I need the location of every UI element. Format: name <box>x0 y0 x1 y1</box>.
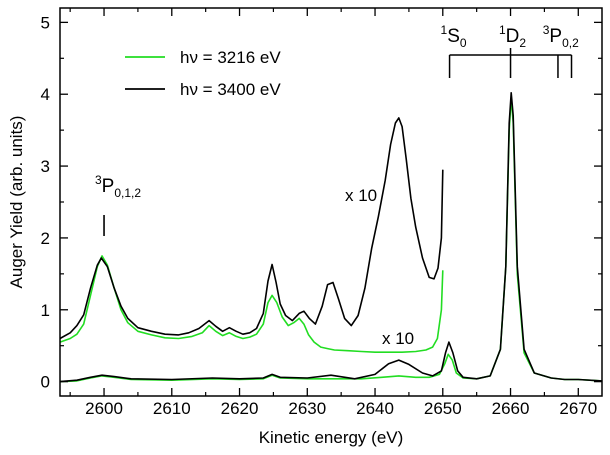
legend-label-black: hν = 3400 eV <box>180 80 281 99</box>
x-tick-label: 2660 <box>492 399 530 418</box>
x-axis-label: Kinetic energy (eV) <box>259 428 404 447</box>
x-tick-label: 2620 <box>221 399 259 418</box>
peak-label-3P012: 3P0,1,2 <box>95 173 141 236</box>
x-tick-label: 2670 <box>559 399 597 418</box>
x10-label-green: x 10 <box>382 329 414 348</box>
y-axis-ticks: 0 1 2 3 4 5 <box>41 13 602 392</box>
y-tick-label: 2 <box>41 229 50 248</box>
series-0-x1-line <box>59 97 603 383</box>
plot-frame <box>59 7 603 397</box>
y-tick-label: 5 <box>41 13 50 32</box>
x-tick-label: 2640 <box>356 399 394 418</box>
x-tick-label: 2600 <box>85 399 123 418</box>
legend-label-green: hν = 3216 eV <box>180 48 281 67</box>
plot-content <box>59 92 603 383</box>
series-1-x1-line <box>59 92 603 383</box>
comb-label-3P02: 3P0,2 <box>543 23 579 50</box>
legend: hν = 3216 eV hν = 3400 eV <box>125 48 281 99</box>
x10-label-black: x 10 <box>345 186 377 205</box>
series-1-x10-line <box>59 117 444 340</box>
x-axis-ticks: 2600 2610 2620 2630 2640 2650 2660 2670 <box>69 8 597 418</box>
svg-text:1D2: 1D2 <box>499 23 526 50</box>
y-tick-label: 0 <box>41 373 50 392</box>
peak-label-text: 3P0,1,2 <box>95 173 141 200</box>
y-tick-label: 4 <box>41 85 50 104</box>
y-axis-label: Auger Yield (arb. units) <box>7 116 26 289</box>
comb-label-1S0: 1S0 <box>441 23 467 50</box>
x-tick-label: 2630 <box>288 399 326 418</box>
x-tick-label: 2610 <box>153 399 191 418</box>
svg-text:3P0,2: 3P0,2 <box>543 23 579 50</box>
y-tick-label: 3 <box>41 157 50 176</box>
svg-text:3P0,1,2: 3P0,1,2 <box>95 173 141 200</box>
term-marker-comb: 1S0 1D2 3P0,2 <box>441 23 579 78</box>
comb-label-1D2: 1D2 <box>499 23 526 50</box>
y-tick-label: 1 <box>41 301 50 320</box>
svg-text:1S0: 1S0 <box>441 23 467 50</box>
x-tick-label: 2650 <box>424 399 462 418</box>
